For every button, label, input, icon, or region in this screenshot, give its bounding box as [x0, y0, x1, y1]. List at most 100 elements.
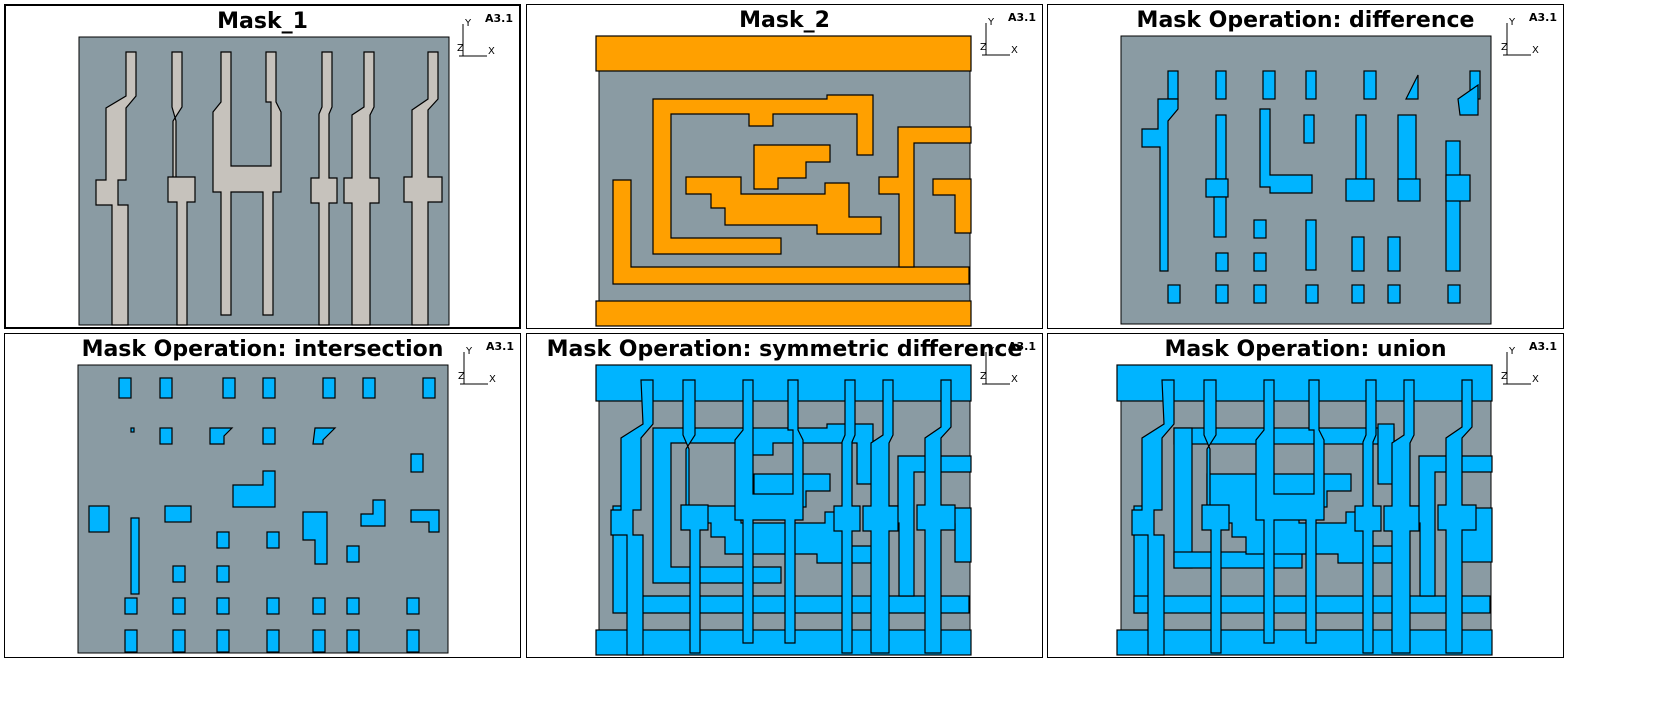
- mask-shape: [1305, 70, 1317, 100]
- viewport-difference[interactable]: Mask Operation: difference A3.1 Y Z X: [1047, 4, 1564, 329]
- mask-shape: [932, 178, 972, 234]
- mask-2-shapes: [595, 35, 972, 327]
- mask-shape: [680, 379, 709, 654]
- mask-shape: [172, 629, 186, 653]
- mask-shape: [266, 531, 280, 549]
- view-label: A3.1: [1008, 340, 1036, 353]
- mask-shape: [878, 126, 972, 268]
- axis-triad-icon: Y Z X: [980, 346, 1018, 385]
- mask-geometry: [77, 364, 449, 654]
- axis-y-label: Y: [1508, 346, 1516, 357]
- view-label: A3.1: [486, 340, 514, 353]
- mask-shape: [1445, 174, 1471, 202]
- mask-shape: [685, 176, 882, 235]
- mask-shape: [216, 597, 230, 615]
- mask-shape: [422, 377, 436, 399]
- viewport-symmetric-difference[interactable]: Mask Operation: symmetric difference A3.…: [526, 333, 1043, 658]
- mask-shape: [1305, 219, 1317, 271]
- axis-triad-icon: Y Z X: [1501, 346, 1539, 385]
- viewport-intersection[interactable]: Mask Operation: intersection A3.1 Y Z X: [4, 333, 521, 658]
- mask-shape: [1131, 379, 1175, 656]
- viewport-title: Mask_1: [217, 9, 308, 34]
- mask-shape: [1167, 284, 1181, 304]
- axis-z-label: Z: [980, 371, 987, 382]
- view-label: A3.1: [1008, 11, 1036, 24]
- mask-shape: [833, 379, 861, 654]
- mask-shape: [159, 377, 173, 399]
- mask-shape: [1437, 379, 1477, 654]
- mask-geometry: [595, 35, 972, 327]
- view-label: A3.1: [1529, 340, 1557, 353]
- mask-shape: [1253, 252, 1267, 272]
- viewport-mask-1[interactable]: Mask_1 A3.1 Y Z X: [4, 4, 521, 329]
- mask-shape: [1253, 219, 1267, 239]
- mask-shape: [118, 377, 132, 399]
- mask-shape: [124, 629, 138, 653]
- substrate-area: [77, 364, 449, 654]
- mask-shape: [312, 597, 326, 615]
- mask-shape: [1262, 70, 1276, 100]
- mask-shape: [95, 51, 137, 326]
- mask-shape: [1201, 379, 1230, 654]
- mask-shape: [1457, 83, 1479, 116]
- mask-shape: [610, 379, 654, 656]
- difference-shapes: [1141, 70, 1481, 304]
- mask-shape: [1215, 284, 1229, 304]
- mask-shape: [302, 511, 328, 565]
- mask-shape: [362, 377, 376, 399]
- mask-shape: [862, 379, 899, 654]
- mask-shape: [1387, 284, 1401, 304]
- viewport-title: Mask Operation: intersection: [81, 337, 444, 362]
- mask-shape: [1205, 178, 1229, 198]
- axis-x-label: X: [1011, 45, 1018, 56]
- mask-shape: [1116, 629, 1493, 656]
- mask-shape: [130, 517, 140, 595]
- mask-shape: [322, 377, 336, 399]
- mask-shape: [360, 499, 386, 527]
- axis-x-label: X: [488, 46, 495, 57]
- mask-shape: [312, 629, 326, 653]
- mask-shape: [1173, 427, 1193, 569]
- mask-shape: [1354, 379, 1382, 654]
- mask-shape: [1215, 252, 1229, 272]
- mask-shape: [172, 597, 186, 615]
- mask-shape: [1303, 114, 1315, 144]
- axis-x-label: X: [1011, 374, 1018, 385]
- axis-triad-icon: Y Z X: [457, 18, 495, 57]
- viewport-union[interactable]: Mask Operation: union A3.1 Y Z X: [1047, 333, 1564, 658]
- mask-shape: [410, 509, 440, 533]
- mask-shape: [167, 51, 196, 326]
- mask-shape: [216, 629, 230, 653]
- mask-geometry: [78, 36, 450, 326]
- mask-shape: [734, 379, 804, 644]
- axis-triad-icon: Y Z X: [980, 17, 1018, 56]
- mask-shape: [266, 597, 280, 615]
- mask-shape: [410, 453, 424, 473]
- axis-x-label: X: [489, 374, 496, 385]
- axis-y-label: Y: [987, 346, 995, 357]
- mask-shape: [595, 629, 972, 656]
- mask-shape: [124, 597, 138, 615]
- mask-shape: [1387, 236, 1401, 272]
- mask-shape: [130, 427, 135, 433]
- mask-shape: [1213, 196, 1227, 238]
- view-label: A3.1: [1529, 11, 1557, 24]
- mask-geometry: [595, 364, 972, 656]
- axis-y-label: Y: [465, 346, 473, 357]
- axis-z-label: Z: [457, 43, 464, 54]
- viewport-mask-2[interactable]: Mask_2 A3.1 Y Z X: [526, 4, 1043, 329]
- mask-1-shapes: [95, 51, 443, 326]
- mask-shape: [1447, 284, 1461, 304]
- mask-shape: [1345, 178, 1375, 202]
- mask-shape: [346, 629, 360, 653]
- mask-shape: [1383, 379, 1420, 654]
- union-shapes: [1116, 364, 1493, 656]
- axis-x-label: X: [1532, 374, 1539, 385]
- mask-shape: [1351, 284, 1365, 304]
- viewport-title: Mask Operation: union: [1164, 337, 1447, 362]
- mask-shape: [652, 94, 874, 255]
- mask-shape: [216, 565, 230, 583]
- intersection-shapes: [88, 377, 440, 653]
- mask-geometry: [1120, 35, 1492, 325]
- mask-shape: [1116, 364, 1493, 402]
